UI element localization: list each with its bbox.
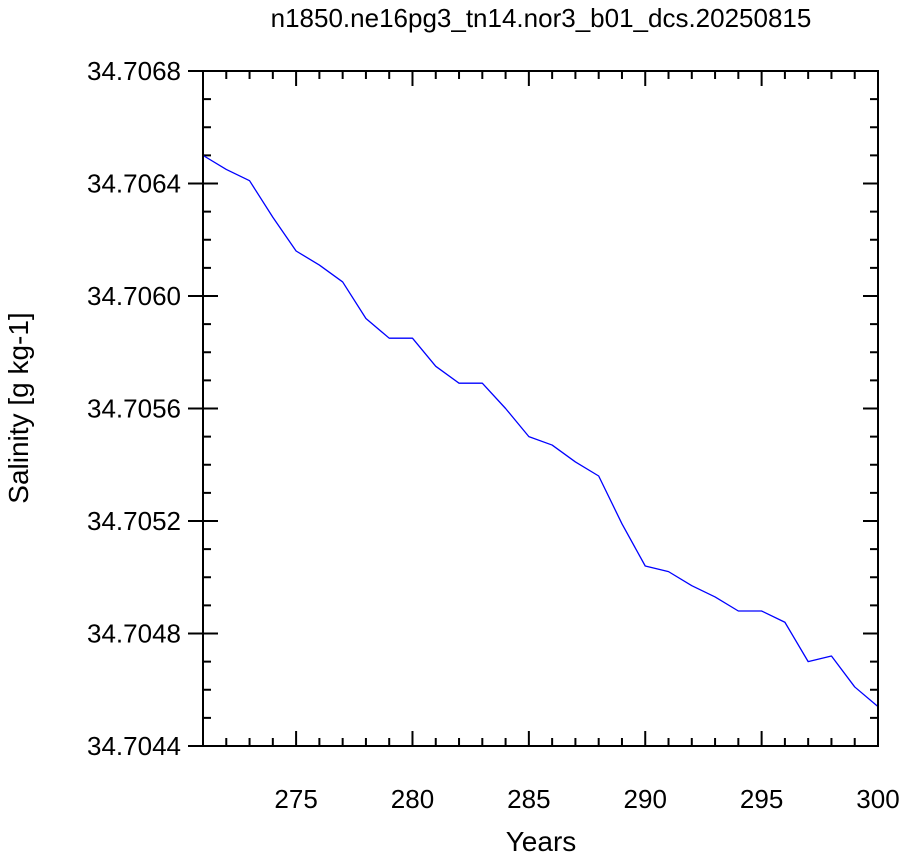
data-point [598, 475, 600, 477]
data-point [714, 596, 716, 598]
y-tick-label: 34.7052 [87, 506, 181, 536]
tick-labels: 275 280 285 290 295 300 34.7044 34.7048 34.7052 3… [87, 56, 900, 814]
y-tick-label: 34.7060 [87, 281, 181, 311]
x-tick-label: 280 [391, 784, 434, 814]
data-point [318, 264, 320, 266]
series-line [202, 154, 879, 708]
data-point [528, 436, 530, 438]
data-point [621, 523, 623, 525]
y-axis-title: Salinity [g kg-1] [3, 312, 34, 503]
x-tick-label: 290 [624, 784, 667, 814]
data-point [342, 281, 344, 283]
data-point [668, 571, 670, 573]
data-point [830, 655, 832, 657]
data-point [807, 661, 809, 663]
data-point [854, 686, 856, 688]
data-point [365, 318, 367, 320]
data-point [761, 610, 763, 612]
chart-title: n1850.ne16pg3_tn14.nor3_b01_dcs.20250815 [271, 3, 812, 33]
y-tick-label: 34.7068 [87, 56, 181, 86]
y-tick-label: 34.7048 [87, 619, 181, 649]
data-point [435, 365, 437, 367]
data-point [249, 180, 251, 182]
data-point [644, 565, 646, 567]
data-point [691, 585, 693, 587]
data-points [202, 154, 879, 707]
data-point [295, 250, 297, 252]
data-point [481, 382, 483, 384]
data-point [737, 610, 739, 612]
data-point [505, 408, 507, 410]
x-axis-title: Years [506, 826, 577, 857]
axis-ticks [188, 70, 879, 747]
data-point [388, 337, 390, 339]
x-tick-label: 295 [740, 784, 783, 814]
data-point [272, 216, 274, 218]
data-point [574, 461, 576, 463]
data-point [784, 621, 786, 623]
data-point [458, 382, 460, 384]
data-point [225, 168, 227, 170]
y-tick-label: 34.7056 [87, 394, 181, 424]
x-tick-label: 275 [274, 784, 317, 814]
y-tick-label: 34.7044 [87, 731, 181, 761]
data-point [551, 444, 553, 446]
x-tick-label: 285 [507, 784, 550, 814]
x-tick-label: 300 [856, 784, 899, 814]
data-point [411, 337, 413, 339]
plot-frame [202, 70, 879, 747]
y-tick-label: 34.7064 [87, 169, 181, 199]
